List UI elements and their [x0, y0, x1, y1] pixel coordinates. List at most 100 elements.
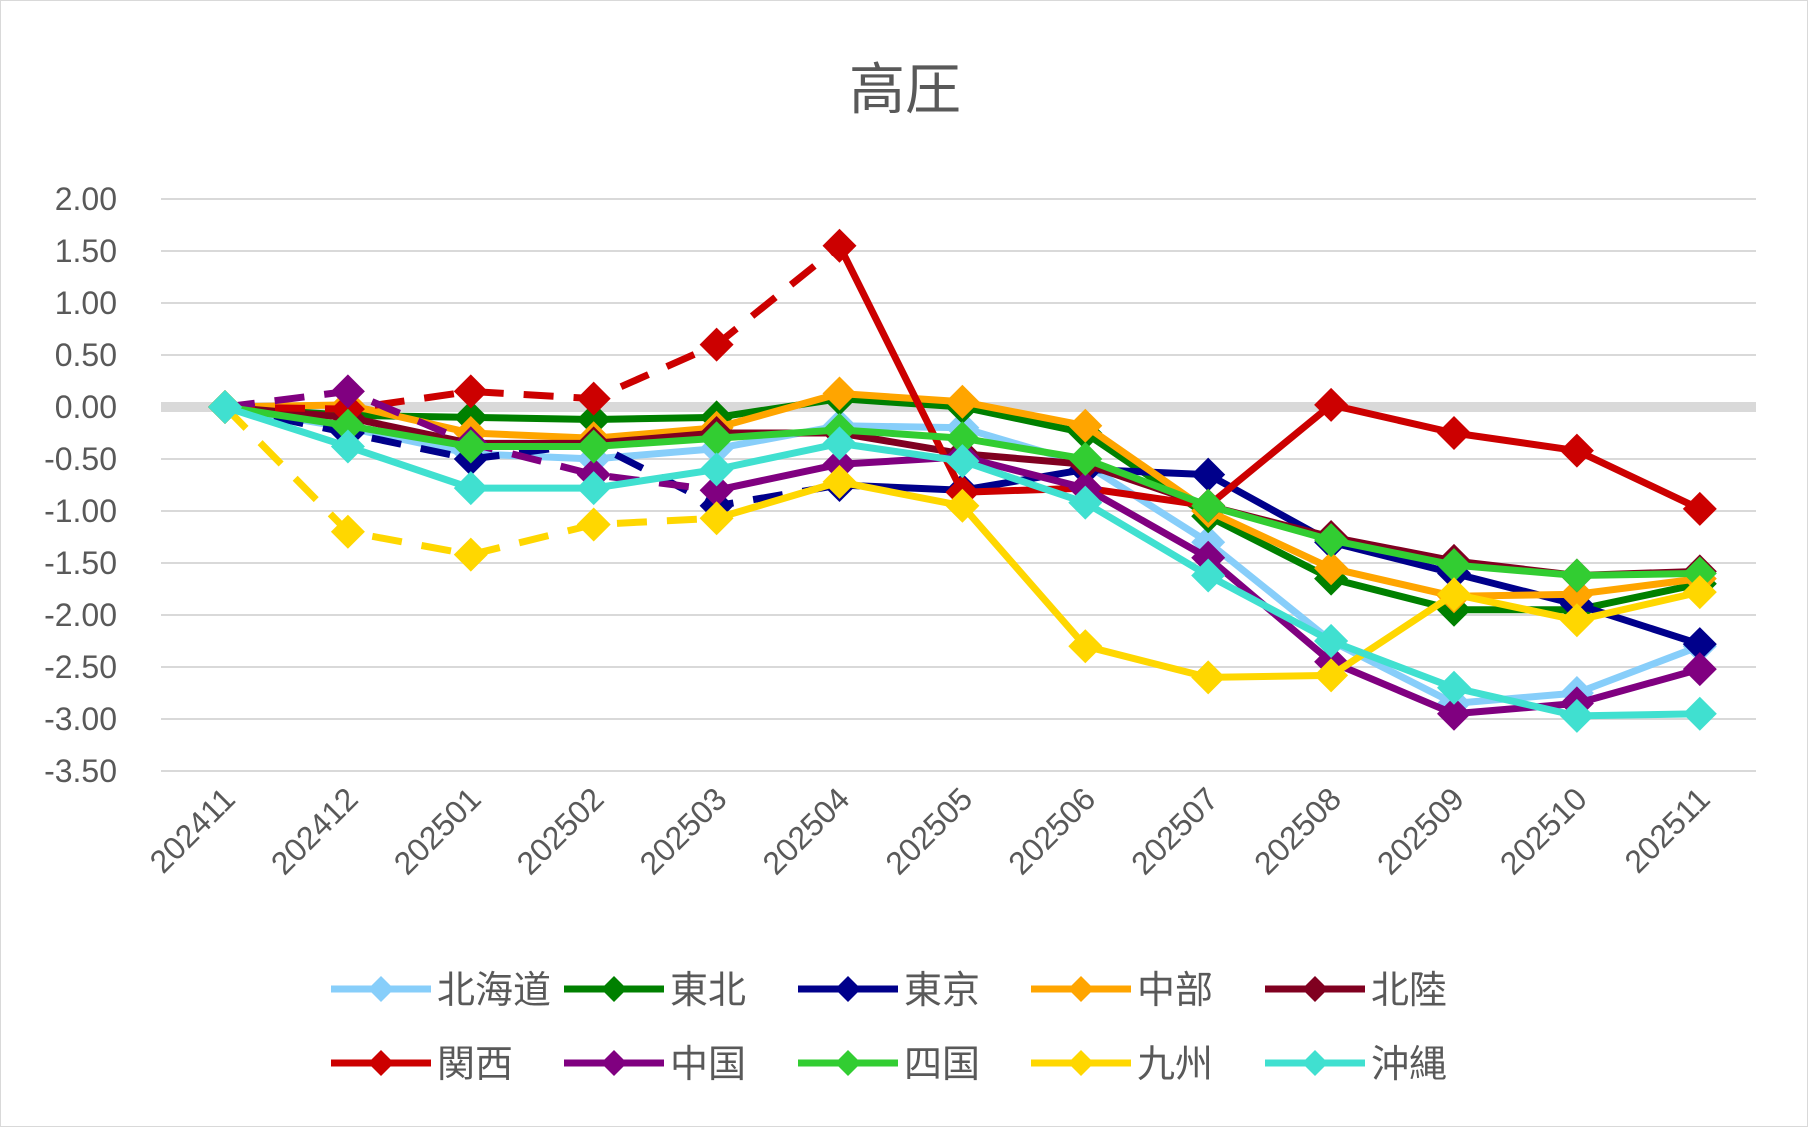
data-point	[1068, 408, 1103, 443]
data-point	[1314, 624, 1349, 658]
legend-marker	[368, 976, 394, 1002]
data-point	[822, 447, 857, 482]
data-point	[699, 421, 734, 456]
legend-item: 東京	[798, 968, 980, 1012]
series-7	[208, 390, 1717, 593]
legend-label: 中国	[670, 1042, 746, 1086]
data-point	[330, 374, 365, 409]
legend-item: 九州	[1031, 1042, 1213, 1086]
data-point	[1191, 457, 1226, 492]
legend-item: 中部	[1031, 968, 1213, 1012]
data-point	[699, 452, 734, 487]
legend-item: 沖縄	[1265, 1042, 1447, 1086]
y-tick-label: -3.00	[44, 701, 117, 737]
legend-item: 四国	[798, 1042, 980, 1086]
data-point	[576, 507, 611, 542]
data-point	[1191, 558, 1226, 593]
y-tick-label: 1.00	[55, 285, 117, 321]
y-axis-ticks: 2.00 1.50 1.00 0.50 0.00 -0.50 -1.00 -1.50 -2.00…	[44, 181, 117, 789]
data-point	[576, 471, 611, 506]
legend-item: 関西	[331, 1042, 513, 1086]
legend-marker	[1068, 1050, 1094, 1076]
x-tick-label: 202510	[1493, 780, 1594, 881]
x-tick-label: 202506	[1001, 780, 1102, 881]
data-point	[945, 384, 980, 419]
data-point	[1682, 696, 1717, 731]
x-tick-label: 202507	[1124, 780, 1225, 881]
y-tick-label: 1.50	[55, 233, 117, 269]
series-9	[208, 390, 1717, 733]
series-line	[839, 465, 1701, 648]
data-point	[822, 376, 857, 411]
data-point	[1314, 387, 1349, 422]
y-tick-label: -1.50	[44, 545, 117, 581]
data-point	[1437, 670, 1471, 705]
legend-marker	[601, 976, 627, 1002]
y-tick-label: -3.50	[44, 753, 117, 789]
data-point	[453, 537, 488, 572]
data-point	[822, 228, 857, 263]
chart-title: 高圧	[849, 58, 961, 123]
data-point	[1559, 577, 1594, 612]
x-tick-label: 202504	[755, 780, 856, 881]
legend-marker	[601, 1050, 627, 1076]
legend-marker	[1302, 976, 1328, 1002]
data-point	[1314, 658, 1349, 693]
data-point	[576, 402, 611, 437]
legend-label: 関西	[437, 1042, 513, 1086]
legend-marker	[1068, 976, 1094, 1002]
data-point	[1437, 416, 1471, 450]
data-point	[330, 429, 365, 464]
data-point	[1682, 627, 1717, 662]
x-tick-label: 202505	[878, 780, 979, 881]
legend-label: 北陸	[1371, 968, 1447, 1012]
y-tick-label: -2.00	[44, 597, 117, 633]
x-tick-label: 202508	[1247, 780, 1348, 881]
data-point	[1559, 603, 1594, 638]
data-point	[1559, 433, 1594, 468]
data-point	[1191, 540, 1226, 575]
series-line-dashed	[224, 243, 842, 413]
legend-item: 北陸	[1265, 968, 1447, 1012]
series-line-dashed	[224, 403, 841, 510]
data-point	[822, 464, 857, 499]
data-point	[945, 444, 980, 479]
data-point	[453, 429, 488, 464]
data-point	[330, 514, 365, 549]
series-line	[836, 244, 1702, 513]
data-point	[1682, 556, 1717, 591]
x-axis-ticks: 202411 202412 202501 202502 202503 202504 2025…	[143, 780, 1717, 881]
data-point	[1068, 442, 1103, 476]
data-point	[1068, 629, 1103, 664]
data-point	[576, 381, 611, 416]
legend-label: 東北	[670, 968, 746, 1012]
data-point	[576, 429, 611, 464]
legend-label: 九州	[1137, 1042, 1213, 1086]
x-tick-label: 202509	[1370, 780, 1471, 881]
data-point	[945, 488, 980, 523]
legend-marker	[1302, 1050, 1328, 1076]
data-point	[453, 374, 488, 409]
series-8	[208, 390, 1717, 695]
data-point	[945, 421, 980, 456]
legend-label: 中部	[1137, 968, 1213, 1012]
legend-label: 沖縄	[1371, 1042, 1447, 1086]
x-tick-label: 202412	[264, 780, 365, 881]
data-point	[1682, 652, 1717, 687]
x-tick-label: 202411	[143, 780, 242, 879]
data-point	[1437, 696, 1471, 731]
data-point	[208, 390, 242, 424]
x-tick-label: 202501	[387, 780, 488, 881]
data-point	[1682, 491, 1717, 526]
series-lines	[208, 228, 1717, 733]
data-point	[1068, 485, 1103, 520]
y-tick-label: -2.50	[44, 649, 117, 685]
legend-label: 東京	[904, 968, 980, 1012]
data-point	[699, 473, 734, 508]
legend-item: 中国	[564, 1042, 746, 1086]
data-point	[453, 471, 488, 506]
legend-item: 北海道	[331, 968, 551, 1012]
